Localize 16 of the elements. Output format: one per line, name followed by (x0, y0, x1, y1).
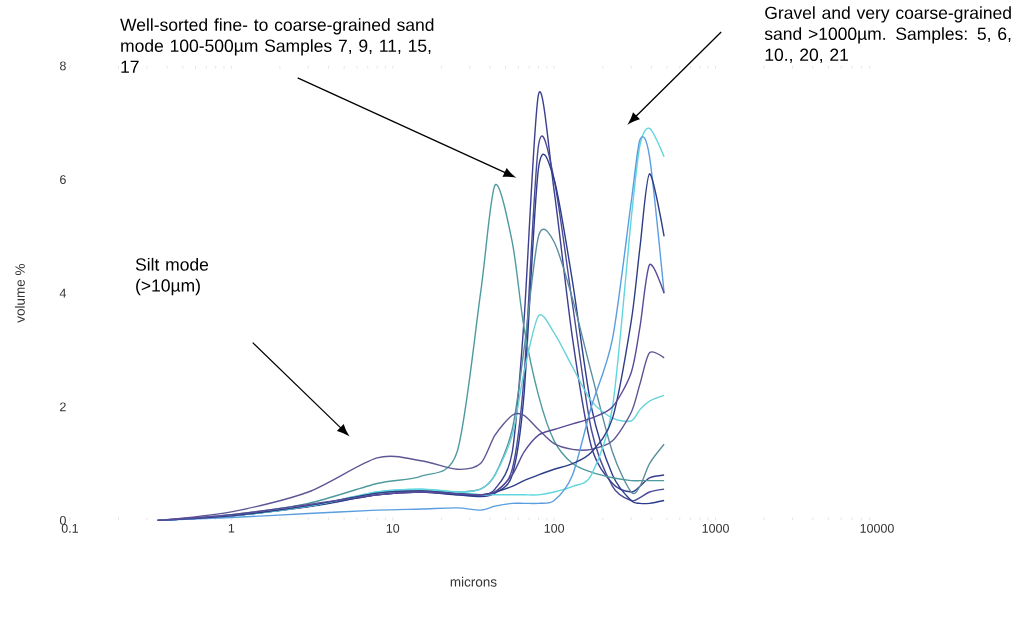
y-tick-label: 2 (60, 402, 66, 411)
x-tick-label: 1000 (702, 523, 729, 533)
y-tick-label: 6 (60, 175, 66, 184)
y-tick-label: 4 (59, 288, 67, 298)
annotation: Well-sorted fine- to coarse-grained sand mode 100-500µm Samples 7, 9, 11, 15, 17 (120, 18, 434, 73)
x-tick-label: 0.1 (61, 523, 78, 533)
y-axis-title: volume % (14, 263, 25, 323)
x-axis-title: microns (450, 576, 497, 587)
x-tick-label: 100 (544, 523, 565, 533)
y-tick-label: 0 (59, 515, 66, 525)
annotation: Silt mode (>10µm) (135, 257, 209, 296)
x-tick-label: 10 (386, 523, 400, 533)
y-tick-label: 8 (59, 61, 66, 71)
text: Gravel and very coarse-grained sand >1000µm. Samples: 5, 6, 10., 20, 21 (764, 6, 1011, 63)
x-tick-label: 10000 (860, 523, 894, 533)
x-tick-label: 1 (228, 523, 235, 533)
